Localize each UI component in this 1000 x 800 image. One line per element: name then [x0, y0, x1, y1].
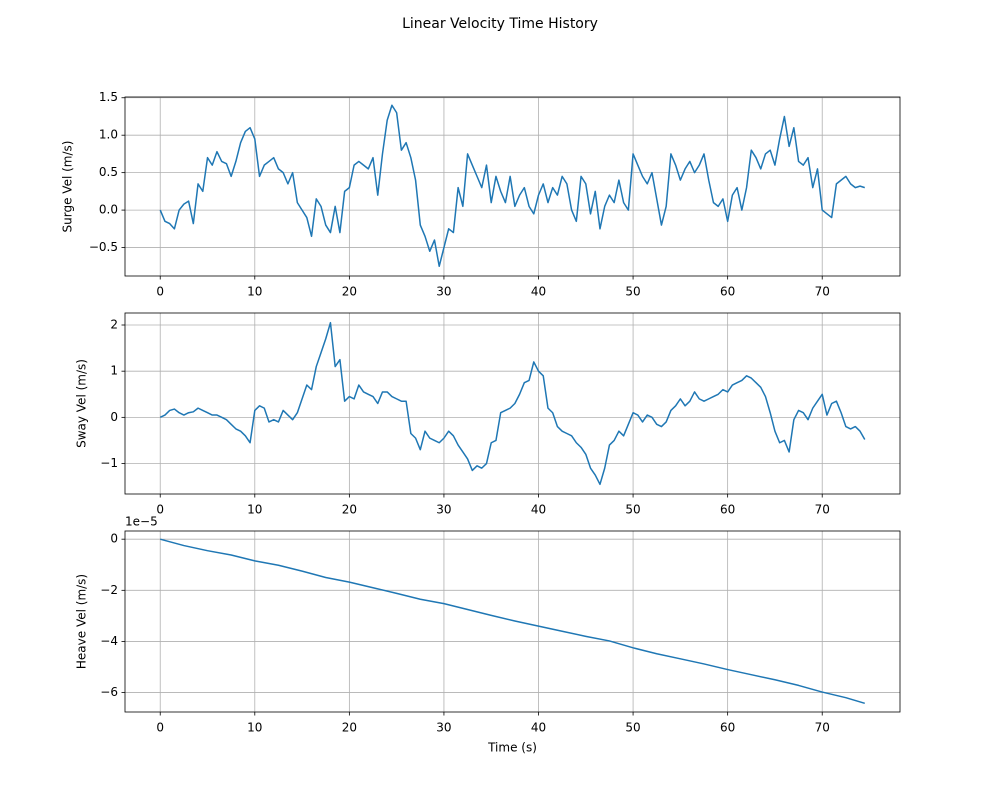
y-tick-label: 1.0: [99, 128, 118, 142]
y-tick-label: 0.0: [99, 203, 118, 217]
x-tick-label: 40: [531, 503, 546, 517]
x-tick-label: 20: [342, 503, 357, 517]
x-tick-label: 0: [156, 721, 164, 735]
axes-frame: [124, 530, 901, 713]
y-tick-label: −0.5: [89, 240, 118, 254]
y-axis-label: Sway Vel (m/s): [75, 359, 89, 448]
x-tick-label: 0: [156, 285, 164, 299]
y-tick-label: 0.5: [99, 165, 118, 179]
figure-title: Linear Velocity Time History: [402, 16, 598, 32]
x-tick-label: 40: [531, 285, 546, 299]
y-tick-label: −1: [100, 456, 118, 470]
x-tick-label: 60: [720, 503, 735, 517]
x-tick-label: 20: [342, 285, 357, 299]
y-tick-label: 1.5: [99, 90, 118, 104]
x-tick-label: 10: [247, 285, 262, 299]
x-tick-label: 70: [815, 721, 830, 735]
x-tick-label: 50: [625, 503, 640, 517]
x-tick-label: 10: [247, 503, 262, 517]
axes-frame: [124, 96, 901, 277]
axes-frame: [124, 312, 901, 495]
x-tick-label: 70: [815, 285, 830, 299]
y-tick-label: −6: [100, 685, 118, 699]
y-tick-label: 1: [110, 364, 118, 378]
x-tick-label: 70: [815, 503, 830, 517]
offset-label: 1e−5: [125, 515, 158, 529]
x-tick-label: 0: [156, 503, 164, 517]
data-line: [159, 321, 866, 486]
x-tick-label: 20: [342, 721, 357, 735]
y-tick-label: −2: [100, 583, 118, 597]
x-tick-label: 30: [436, 285, 451, 299]
data-line: [159, 104, 865, 268]
x-tick-label: 60: [720, 721, 735, 735]
x-tick-label: 50: [625, 285, 640, 299]
x-tick-label: 50: [625, 721, 640, 735]
y-axis-label: Heave Vel (m/s): [75, 574, 89, 669]
x-axis-label: Time (s): [487, 741, 537, 755]
x-tick-label: 40: [531, 721, 546, 735]
y-tick-label: 0: [110, 532, 118, 546]
x-tick-label: 30: [436, 721, 451, 735]
x-tick-label: 60: [720, 285, 735, 299]
y-tick-label: 0: [110, 410, 118, 424]
y-tick-label: −4: [100, 634, 118, 648]
x-tick-label: 10: [247, 721, 262, 735]
y-axis-label: Surge Vel (m/s): [61, 141, 75, 233]
x-tick-label: 30: [436, 503, 451, 517]
y-tick-label: 2: [110, 318, 118, 332]
data-line: [160, 538, 865, 705]
